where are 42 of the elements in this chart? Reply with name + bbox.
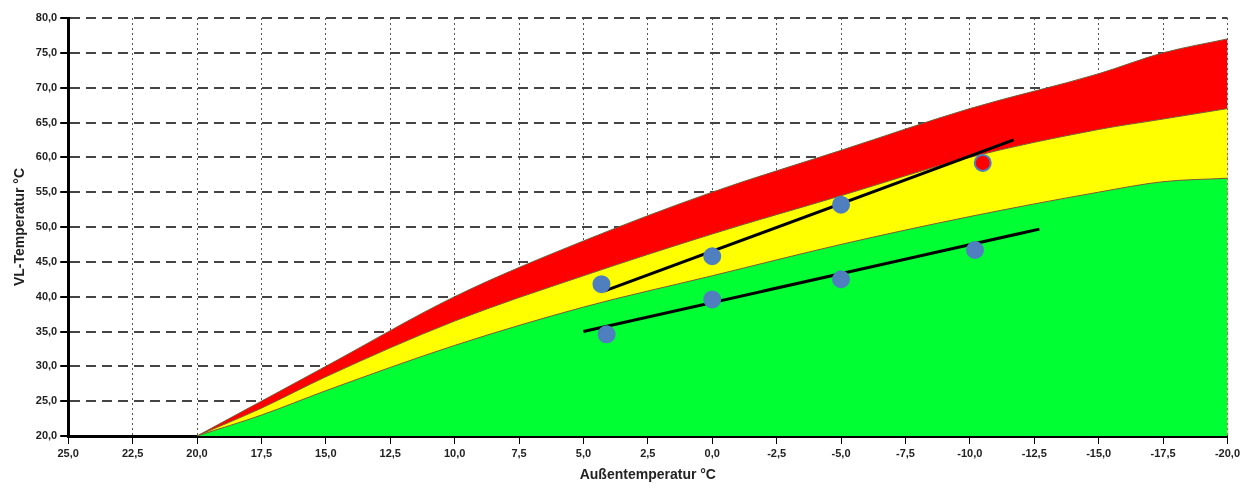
x-tick-label: 0,0 (704, 446, 720, 459)
x-tick-label: 10,0 (443, 446, 466, 459)
y-tick-label: 30,0 (35, 359, 58, 372)
y-tick-label: 75,0 (35, 45, 58, 58)
y-axis-title: VL-Temperatur °C (11, 167, 28, 287)
x-tick-label: -20,0 (1214, 446, 1240, 459)
y-tick-label: 35,0 (35, 324, 58, 337)
x-tick-label: -5,0 (831, 446, 851, 459)
point (592, 275, 611, 294)
x-tick-label: 17,5 (250, 446, 273, 459)
x-tick-label: -2,5 (767, 446, 787, 459)
y-tick-label: 40,0 (35, 289, 58, 302)
x-tick-label: 15,0 (315, 446, 337, 459)
x-tick-label: 22,5 (121, 446, 144, 459)
point (703, 290, 722, 309)
point (973, 153, 992, 172)
y-tick-label: 45,0 (35, 254, 58, 267)
y-tick-label: 20,0 (35, 429, 58, 442)
point (832, 270, 851, 289)
y-tick-label: 65,0 (35, 115, 58, 128)
x-axis-title: Außentemperatur °C (579, 466, 716, 483)
x-tick-label: 5,0 (575, 446, 592, 459)
x-tick-label: -17,5 (1150, 446, 1176, 459)
x-tick-label: 12,5 (379, 446, 401, 459)
x-tick-label: -7,5 (895, 446, 915, 459)
x-tick-label: 25,0 (57, 446, 79, 459)
x-tick-label: 2,5 (640, 446, 656, 459)
y-tick-label: 55,0 (35, 185, 58, 198)
y-tick-label: 25,0 (35, 394, 58, 407)
x-tick-label: 7,5 (511, 446, 527, 459)
point (597, 325, 616, 344)
point (703, 247, 722, 266)
x-tick-label: 20,0 (186, 446, 208, 459)
point (832, 195, 851, 214)
y-tick-label: 70,0 (35, 80, 58, 93)
x-tick-label: -10,0 (957, 446, 983, 459)
point (966, 240, 984, 259)
y-tick-label: 50,0 (35, 220, 58, 233)
y-tick-label: 80,0 (35, 11, 58, 24)
x-tick-label: -12,5 (1021, 446, 1047, 459)
y-tick-label: 60,0 (35, 150, 58, 163)
x-tick-label: -15,0 (1086, 446, 1112, 459)
